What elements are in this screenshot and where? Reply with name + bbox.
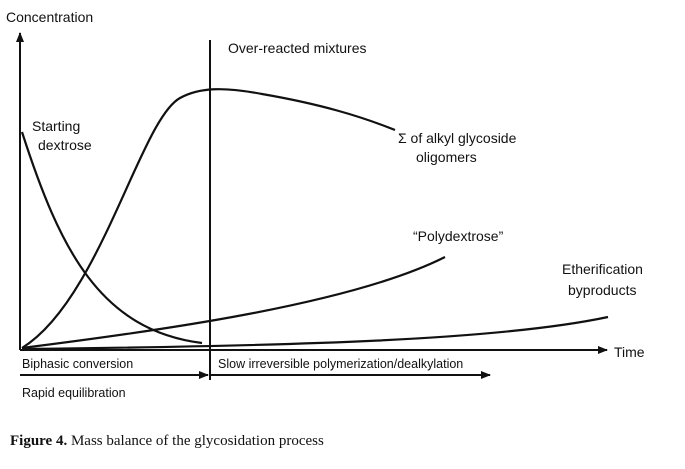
caption: Figure 4. Mass balance of the glycosidat… [10,433,324,449]
polydextrose-curve [21,256,446,350]
label: Starting [32,118,80,134]
label: oligomers [416,149,477,165]
y-label: Concentration [6,9,93,25]
label: “Polydextrose” [413,228,504,244]
label: Over-reacted mixtures [228,40,366,56]
label: Σ of alkyl glycoside [398,130,517,146]
phase-label: Rapid equilibration [22,386,126,400]
phase-label: Biphasic conversion [22,357,133,371]
label: byproducts [568,282,636,298]
oligomer-curve [21,88,396,349]
label: Etherification [562,261,643,277]
label: dextrose [38,137,92,153]
dextrose-curve [20,131,203,345]
axes [16,32,608,380]
x-label: Time [614,344,645,360]
phase-label: Slow irreversible polymerization/dealkyl… [218,357,463,371]
caption-number: Figure 4. [10,433,67,449]
caption-text: Mass balance of the glycosidation proces… [71,433,324,449]
etherification-curve [21,315,609,351]
curves [20,88,609,351]
